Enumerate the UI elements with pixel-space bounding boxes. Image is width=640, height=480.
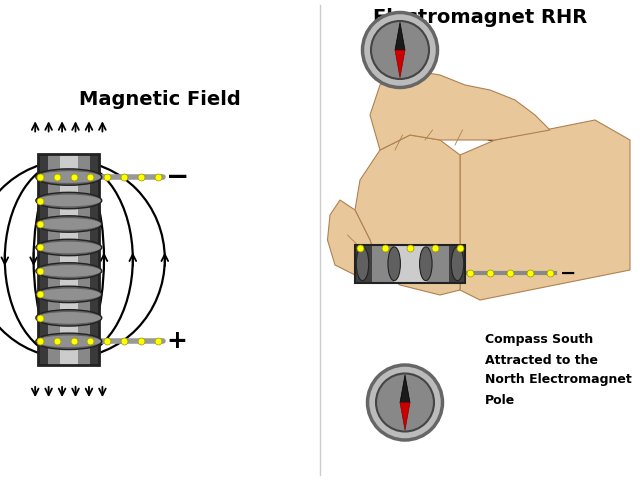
Ellipse shape [36,169,102,185]
Ellipse shape [36,312,101,324]
Ellipse shape [36,218,101,230]
Polygon shape [355,135,460,295]
Text: Thumb the Direction: Thumb the Direction [485,228,629,241]
Circle shape [367,365,442,440]
Ellipse shape [420,247,432,281]
Text: Compass South: Compass South [485,334,593,347]
Polygon shape [395,23,405,50]
Ellipse shape [388,247,401,281]
Ellipse shape [356,247,369,281]
Text: Electromagnet RHR: Electromagnet RHR [373,8,587,26]
Text: Curl of the Hand: Curl of the Hand [485,151,600,164]
Bar [38,154,99,365]
Polygon shape [400,375,410,403]
Text: Current with the: Current with the [485,131,601,144]
Ellipse shape [451,247,464,281]
Ellipse shape [36,263,102,279]
Ellipse shape [36,241,101,253]
Text: −: − [560,264,577,283]
Circle shape [371,21,429,79]
Bar [355,245,465,283]
Polygon shape [370,70,550,150]
Ellipse shape [36,195,101,206]
Ellipse shape [36,239,102,256]
Bar [394,245,426,283]
Ellipse shape [36,192,102,209]
Polygon shape [328,200,380,275]
Text: North Electromagnet: North Electromagnet [485,373,632,386]
Bar [371,245,449,283]
Text: +: + [166,329,188,353]
Circle shape [376,373,434,432]
Text: Field: Field [485,268,519,281]
Bar [60,154,78,365]
Text: −: − [166,163,189,191]
Polygon shape [400,403,410,430]
Text: Pole: Pole [485,394,515,407]
Ellipse shape [36,216,102,232]
Ellipse shape [36,286,102,302]
Text: Magnetic Field: Magnetic Field [79,90,241,108]
Ellipse shape [36,310,102,326]
Ellipse shape [36,333,102,349]
Ellipse shape [36,288,101,300]
Polygon shape [460,120,630,300]
Text: Attracted to the: Attracted to the [485,353,598,367]
Ellipse shape [36,336,101,347]
Text: of a North Magnetic: of a North Magnetic [485,249,625,262]
Bar [38,154,99,365]
Ellipse shape [36,171,101,183]
Bar [355,245,465,283]
Bar [47,154,90,365]
Circle shape [362,12,438,87]
Ellipse shape [36,265,101,277]
Polygon shape [395,50,405,78]
